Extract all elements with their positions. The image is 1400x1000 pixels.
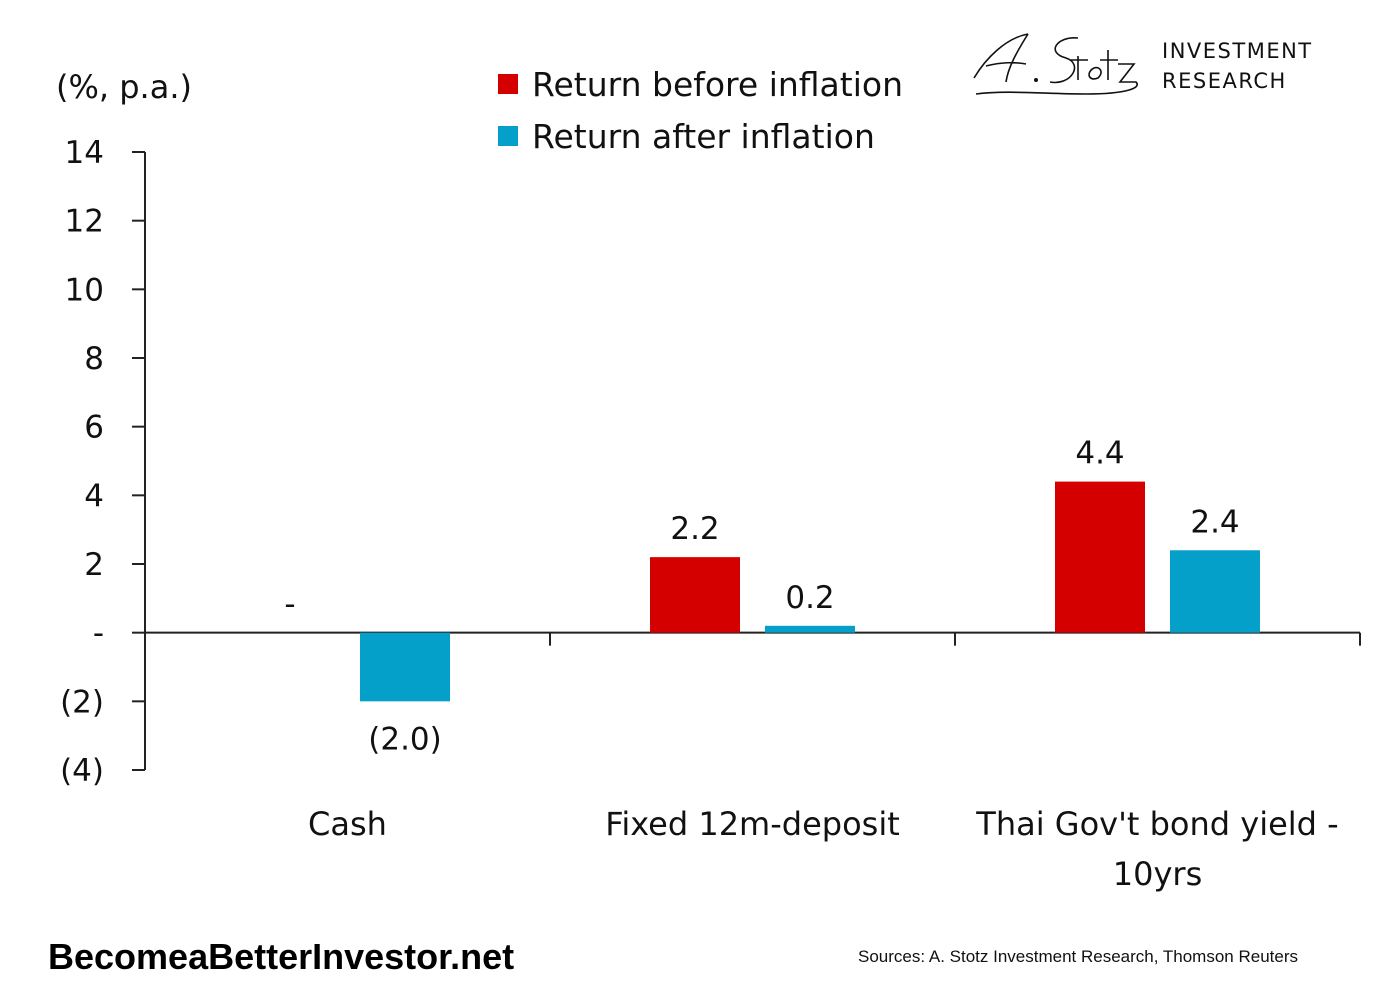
y-tick-label: 4 [84,478,104,514]
y-tick-label: 6 [84,410,104,446]
legend-label-before-inflation: Return before inflation [532,64,903,104]
y-tick-label: 2 [84,547,104,583]
legend-item-after-inflation: Return after inflation [498,110,903,162]
brand-logo: INVESTMENT RESEARCH [966,28,1366,98]
legend-swatch-after-inflation [498,126,518,146]
y-tick-label: 10 [65,272,104,308]
data-label: 2.4 [1190,504,1239,540]
sources-note: Sources: A. Stotz Investment Research, T… [858,947,1298,966]
y-axis-label: (%, p.a.) [56,68,192,106]
legend-swatch-before-inflation [498,74,518,94]
data-label: - [284,587,295,623]
y-tick-label: 8 [84,341,104,377]
legend-label-after-inflation: Return after inflation [532,116,875,156]
data-label: 4.4 [1075,436,1124,472]
bar-after-inflation [765,625,855,633]
website-link[interactable]: BecomeaBetterInvestor.net [48,936,515,977]
y-tick-label: 12 [65,204,104,240]
logo-line-2: RESEARCH [1162,69,1287,93]
bar-after-inflation [1170,550,1260,633]
legend-item-before-inflation: Return before inflation [498,58,903,110]
x-category-label: 10yrs [1113,855,1202,893]
legend: Return before inflation Return after inf… [498,58,903,162]
x-category-label: Cash [308,805,387,843]
data-label: 2.2 [670,511,719,547]
bar-before-inflation [650,557,740,633]
y-tick-label: 14 [65,135,104,171]
logo-text: INVESTMENT RESEARCH [1162,36,1313,96]
x-category-label: Thai Gov't bond yield - [975,805,1338,843]
bar-after-inflation [360,632,450,702]
y-tick-label: (2) [60,684,104,720]
logo-line-1: INVESTMENT [1162,39,1313,63]
bar-before-inflation [1055,481,1145,633]
y-tick-label: - [93,616,104,652]
signature-logo-icon [973,33,1138,95]
x-category-label: Fixed 12m-deposit [605,805,900,843]
data-label: 0.2 [785,580,834,616]
data-label: (2.0) [368,721,442,757]
y-tick-label: (4) [60,753,104,789]
